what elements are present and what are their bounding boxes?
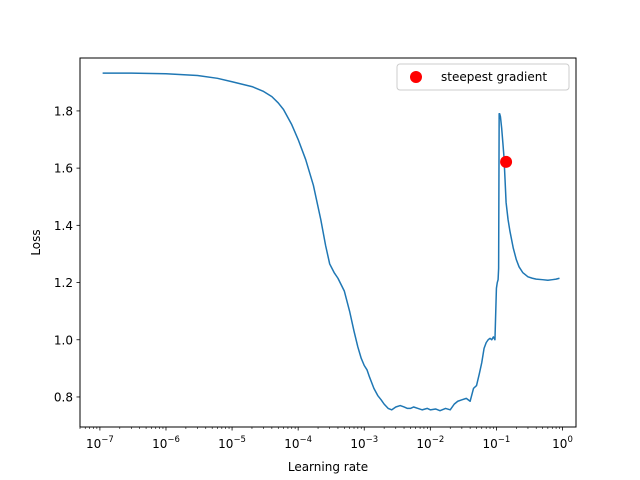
y-axis-label: Loss (29, 229, 43, 255)
x-tick-label: 10−2 (416, 435, 444, 451)
y-axis-ticks: 0.8 1.0 1.2 1.4 1.6 1.8 (54, 104, 80, 404)
legend: steepest gradient (396, 63, 570, 91)
x-axis-ticks: 10−7 10−6 10−5 10−4 10−3 10−2 10−1 100 (79, 427, 573, 451)
x-tick-label: 10−1 (483, 435, 511, 451)
legend-box (396, 63, 570, 91)
x-tick-label: 10−4 (284, 435, 312, 451)
legend-label-steepest-gradient: steepest gradient (441, 70, 547, 84)
x-tick-label: 100 (552, 435, 573, 451)
y-tick-label: 1.4 (54, 219, 73, 233)
y-tick-label: 1.0 (54, 333, 73, 347)
x-axis-label: Learning rate (288, 460, 368, 474)
steepest-gradient-point (500, 155, 513, 168)
y-tick-label: 1.6 (54, 162, 73, 176)
x-tick-label: 10−5 (218, 435, 246, 451)
legend-marker-steepest-gradient (410, 71, 422, 83)
y-tick-label: 1.8 (54, 104, 73, 118)
loss-curve (102, 72, 560, 412)
x-tick-label: 10−7 (86, 435, 114, 451)
y-tick-label: 1.2 (54, 276, 73, 290)
axes-frame (79, 57, 577, 428)
y-tick-label: 0.8 (54, 390, 73, 404)
x-tick-label: 10−6 (152, 435, 180, 451)
x-tick-label: 10−3 (350, 435, 378, 451)
plot-area (102, 72, 560, 412)
